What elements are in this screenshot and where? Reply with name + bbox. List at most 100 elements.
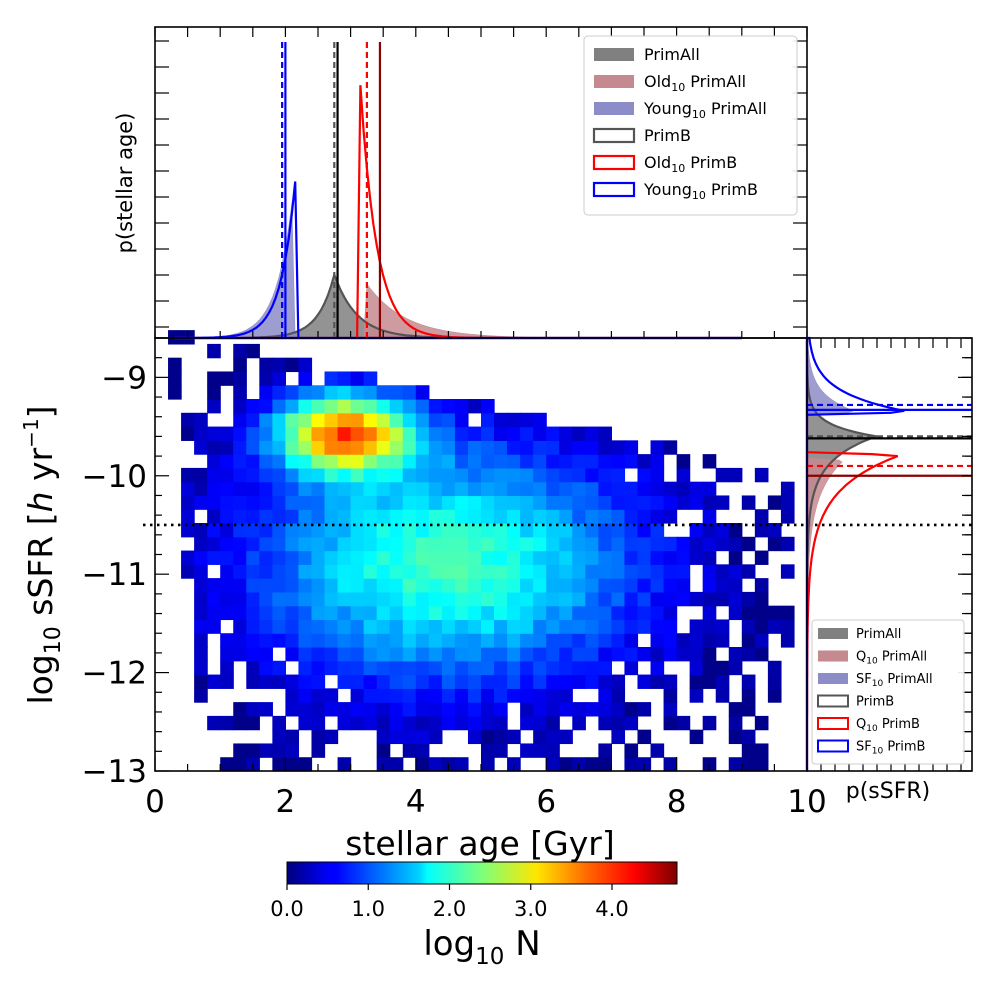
heatmap-cell [246,702,260,717]
heatmap-cell [585,495,599,510]
heatmap-cell [559,702,573,717]
heatmap-cell [611,729,626,745]
heatmap-cell [676,467,691,483]
heatmap-cell [441,660,456,676]
right-median-lines [807,403,972,477]
heatmap-cell [402,399,417,414]
heatmap-cell [624,454,639,469]
heatmap-cell [546,729,560,745]
heatmap-cell [454,674,469,689]
heatmap-cell [415,564,430,579]
heatmap-cell [572,605,586,621]
heatmap-cell [311,578,326,593]
heatmap-cell [520,743,534,758]
heatmap-cell [533,550,547,565]
heatmap-cell [363,467,378,483]
heatmap-cell [337,619,352,634]
heatmap-cell [546,426,560,441]
heatmap-cell [441,426,456,441]
heatmap-cell [533,578,547,593]
heatmap-cell [311,619,326,634]
heatmap-cell [194,591,208,607]
heatmap-cell [467,536,482,552]
heatmap-cell [259,591,273,607]
heatmap-cell [559,578,573,593]
top-ticks [154,27,808,338]
heatmap-cell [428,715,443,731]
heatmap-cell [324,702,339,717]
top-legend-swatch [594,75,634,88]
heatmap-cell [220,495,234,510]
heatmap-cell [298,702,313,717]
heatmap-cell [246,619,260,634]
heatmap-cell [272,633,286,648]
heatmap-cell [285,619,300,634]
heatmap-cell [363,385,378,400]
heatmap-cell [454,564,469,579]
heatmap-cell [389,715,404,731]
heatmap-cell [598,702,612,717]
colorbar-ticks: 0.0 1.0 2.0 3.0 4.0 [270,884,629,921]
heatmap-cell [207,550,221,565]
heatmap-cell [585,564,599,579]
heatmap-cell [663,715,678,731]
heatmap-cell [350,550,365,565]
heatmap-cell [376,399,391,414]
colorbar: 0.0 1.0 2.0 3.0 4.0 log10 N [270,861,678,970]
heatmap-cell [559,550,573,565]
heatmap-cell [533,619,547,634]
heatmap-cell [298,399,313,414]
heatmap-cell [363,509,378,524]
heatmap-cell [337,578,352,593]
heatmap-cell [272,412,286,428]
heatmap-cell [428,674,443,689]
heatmap-cell [194,674,208,689]
heatmap-cell [311,509,326,524]
heatmap-cell [311,467,326,483]
top-median-lines [281,42,382,338]
heatmap-cell [494,619,508,634]
heatmap-cell [207,715,221,731]
heatmap-cell [337,674,352,689]
heatmap-cell [650,467,665,483]
heatmap-cell [520,481,534,497]
heatmap-cell [337,757,352,772]
heatmap-cell [467,729,482,745]
heatmap-cell [780,536,795,552]
heatmap-cell [611,523,626,538]
heatmap-cell [611,715,626,731]
heatmap-cell [311,660,326,676]
heatmap-cell [494,715,508,731]
heatmap-cell [481,412,495,428]
heatmap-cell [272,757,286,772]
heatmap-cell [481,399,495,414]
heatmap-cell [494,564,508,579]
heatmap-cell [298,371,313,386]
heatmap-cell [624,619,639,634]
heatmap-cell [754,578,769,593]
heatmap-cell [637,481,652,497]
heatmap-cell [337,647,352,662]
heatmap-cell [637,495,652,510]
heatmap-cell [467,564,482,579]
x-tick-label: 2 [276,784,296,820]
heatmap-cell [663,550,678,565]
heatmap-cell [246,412,260,428]
heatmap-cell [324,550,339,565]
heatmap-cell [598,426,612,441]
heatmap-cell [441,605,456,621]
right-legend-label: Q10 PrimB [856,717,920,734]
heatmap-cell [376,619,391,634]
heatmap-cell [676,550,691,565]
y-label-mid: sSFR [ [21,512,60,626]
heatmap-cell [259,743,273,758]
heatmap-cell [350,605,365,621]
heatmap-cell [415,757,430,772]
heatmap-cell [220,605,234,621]
right-legend-swatch [817,694,849,708]
heatmap-cell [467,591,482,607]
heatmap-cell [481,536,495,552]
heatmap-cell [272,536,286,552]
heatmap-cell [389,536,404,552]
heatmap-cell [272,660,286,676]
